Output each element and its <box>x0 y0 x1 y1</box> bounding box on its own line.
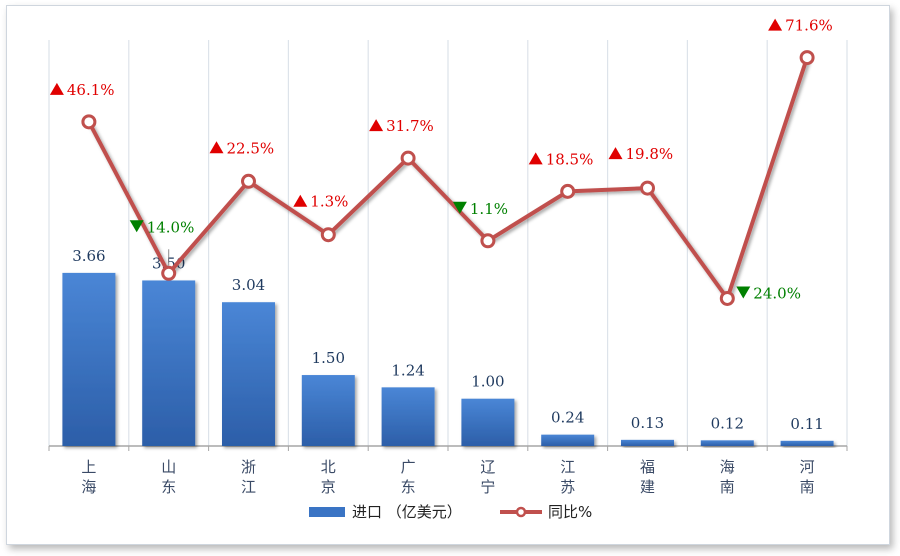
pct-label: 1.1% <box>470 200 508 218</box>
category-label: 京 <box>321 478 336 496</box>
legend-bar-label: 进口 （亿美元） <box>352 503 462 521</box>
line-marker <box>480 233 496 249</box>
bar-6 <box>541 434 595 446</box>
bar-value-label: 0.13 <box>631 414 664 432</box>
category-label: 海 <box>81 478 96 496</box>
line-marker <box>719 290 735 306</box>
bar-9 <box>780 440 834 446</box>
category-label: 建 <box>640 478 655 496</box>
bar-7 <box>621 439 674 446</box>
up-triangle-icon <box>293 194 308 207</box>
category-label: 广 <box>401 458 416 476</box>
line-series <box>87 56 809 301</box>
category-label: 宁 <box>480 478 495 496</box>
legend-line-label: 同比% <box>548 503 592 521</box>
bar-1 <box>142 280 196 446</box>
up-triangle-icon <box>608 147 623 160</box>
category-label: 苏 <box>560 478 575 496</box>
bar-2 <box>222 302 275 446</box>
bar-8 <box>700 440 754 446</box>
line-marker <box>81 114 97 130</box>
bar-value-label: 0.11 <box>790 415 823 433</box>
bar-0 <box>62 272 116 446</box>
bar-3 <box>301 375 355 446</box>
bar-5 <box>461 398 515 446</box>
category-label: 河 <box>800 458 815 476</box>
line-marker <box>400 150 416 166</box>
down-triangle-icon <box>736 286 751 299</box>
bar-value-label: 3.04 <box>232 276 265 294</box>
bar-value-label: 1.00 <box>471 373 504 391</box>
down-triangle-icon <box>129 220 144 233</box>
category-label: 辽 <box>480 458 495 476</box>
legend-bar-swatch <box>309 507 345 517</box>
category-label: 江 <box>241 478 256 496</box>
bar-value-label: 1.24 <box>391 361 424 379</box>
line-marker <box>241 173 256 189</box>
pct-label: 22.5% <box>227 139 275 157</box>
up-triangle-icon <box>49 82 64 95</box>
line-marker <box>560 183 576 199</box>
bar-value-label: 0.12 <box>711 414 744 432</box>
category-label: 江 <box>560 458 575 476</box>
up-triangle-icon <box>528 152 543 165</box>
pct-label: 71.6% <box>785 17 833 35</box>
up-triangle-icon <box>768 18 783 31</box>
category-label: 海 <box>720 458 735 476</box>
pct-label: 19.8% <box>626 145 674 163</box>
up-triangle-icon <box>369 119 384 132</box>
down-triangle-icon <box>452 201 467 214</box>
category-label: 浙 <box>241 458 256 476</box>
category-label: 东 <box>161 478 176 496</box>
bar-value-label: 1.50 <box>312 349 345 367</box>
category-label: 福 <box>640 458 655 476</box>
pct-label: 31.7% <box>386 117 434 135</box>
category-label: 南 <box>800 478 815 496</box>
pct-label: 14.0% <box>147 218 195 236</box>
bar-value-label: 3.66 <box>72 247 105 265</box>
category-label: 东 <box>401 478 416 496</box>
bar-4 <box>381 387 435 446</box>
category-label: 南 <box>720 478 735 496</box>
category-label: 上 <box>81 458 96 476</box>
legend: 进口 （亿美元） 同比% <box>309 503 592 521</box>
bar-value-label: 0.24 <box>551 409 584 427</box>
line-marker <box>320 227 336 243</box>
pct-label: 1.3% <box>310 193 348 211</box>
up-triangle-icon <box>209 141 224 154</box>
pct-label: 24.0% <box>753 284 801 302</box>
category-label: 山 <box>161 458 176 476</box>
pct-label: 46.1% <box>67 81 115 99</box>
category-label: 北 <box>321 458 336 476</box>
pct-label: 18.5% <box>546 150 594 168</box>
line-marker <box>799 50 815 66</box>
legend-line-marker <box>515 506 527 518</box>
line-marker <box>640 180 655 196</box>
line-marker <box>161 265 177 281</box>
